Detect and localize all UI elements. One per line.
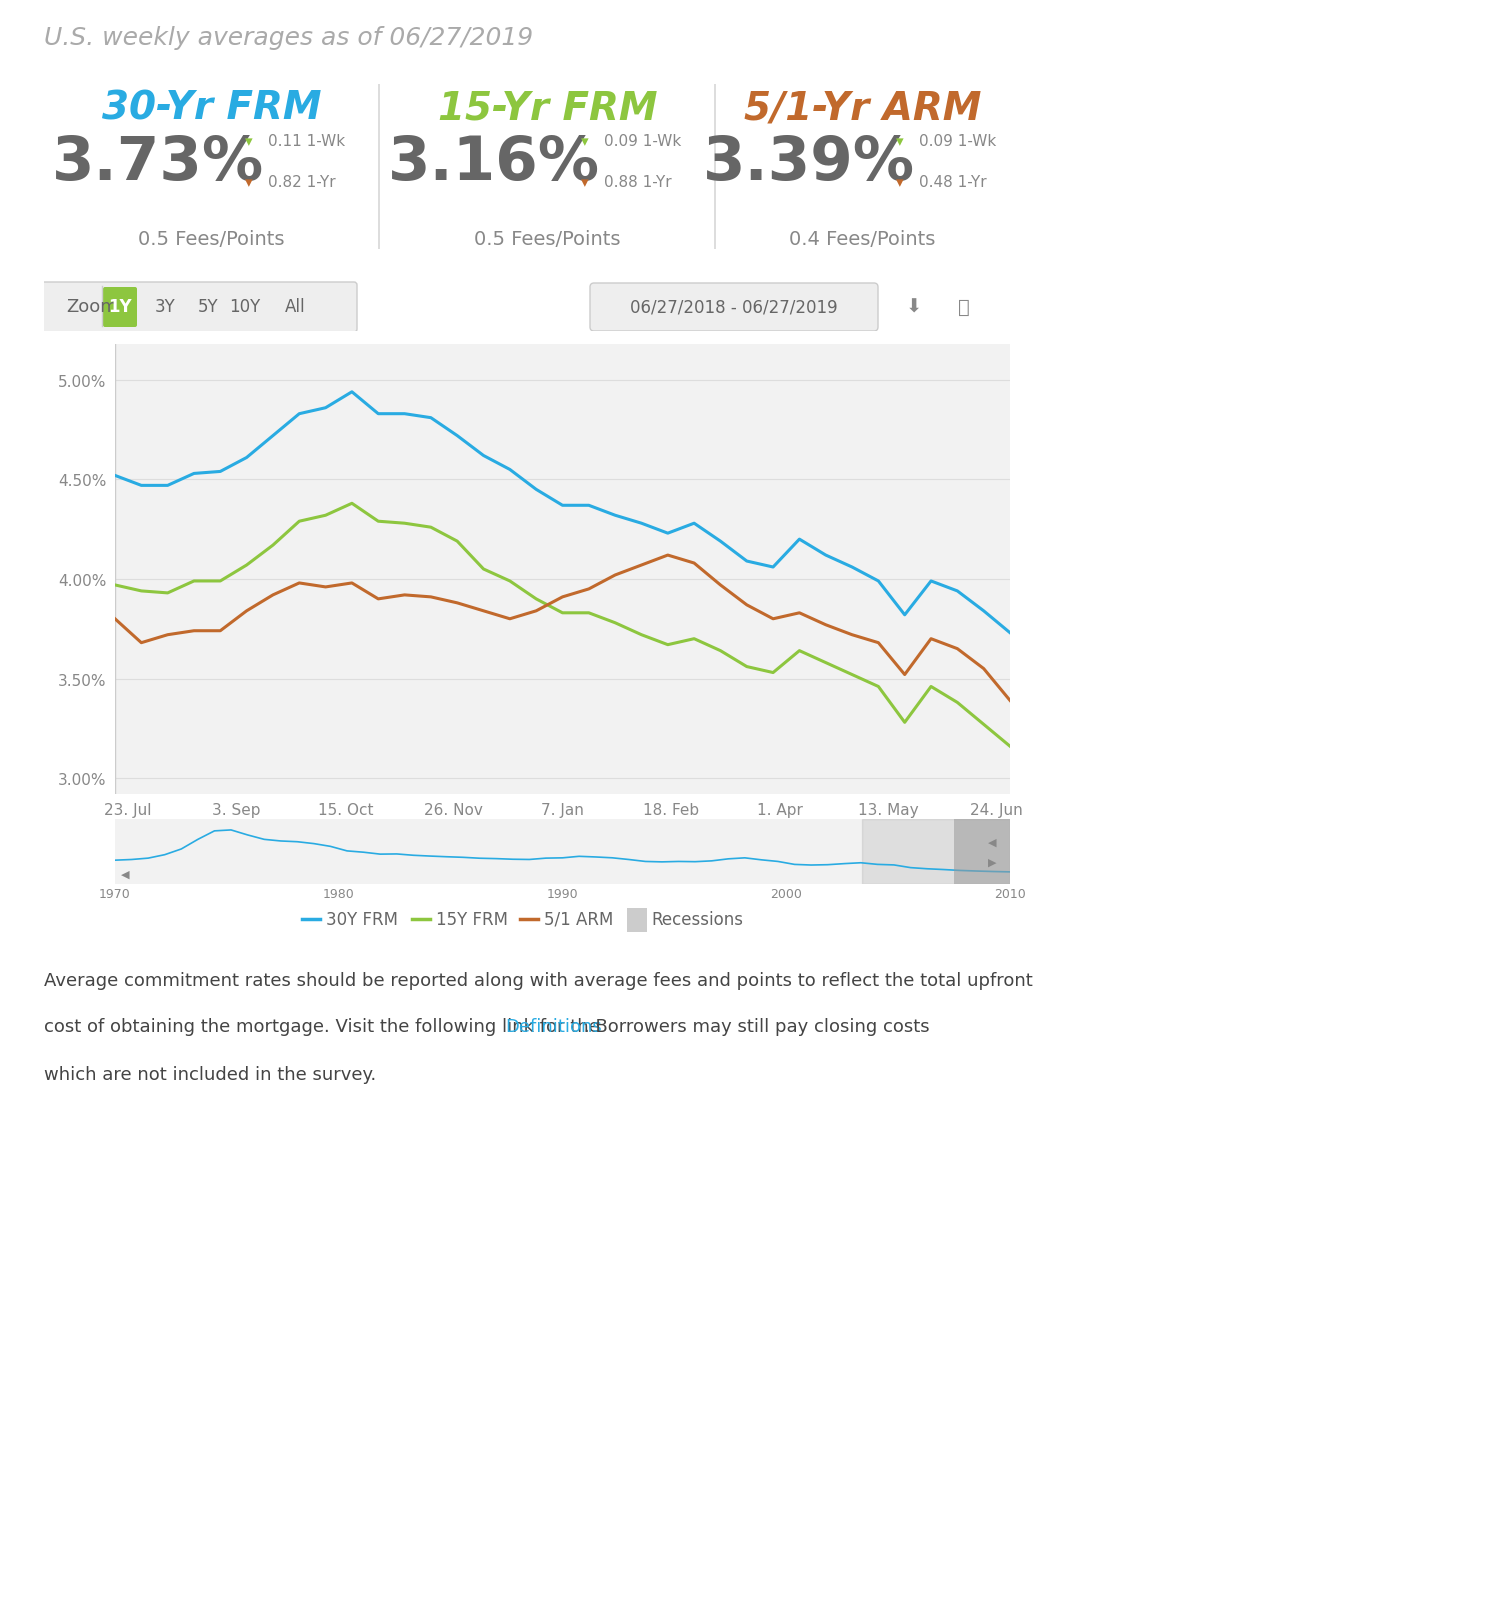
Text: U.S. weekly averages as of 06/27/2019: U.S. weekly averages as of 06/27/2019 [44, 26, 533, 50]
Text: All: All [285, 297, 305, 317]
Text: 0.09 1-Wk: 0.09 1-Wk [604, 133, 681, 149]
Text: 06/27/2018 - 06/27/2019: 06/27/2018 - 06/27/2019 [630, 297, 838, 317]
Text: . Borrowers may still pay closing costs: . Borrowers may still pay closing costs [583, 1017, 929, 1035]
Text: 0.82 1-Yr: 0.82 1-Yr [269, 175, 337, 190]
Text: Average commitment rates should be reported along with average fees and points t: Average commitment rates should be repor… [44, 971, 1033, 990]
Text: 0.09 1-Wk: 0.09 1-Wk [920, 133, 997, 149]
Text: Recessions: Recessions [651, 911, 743, 929]
Bar [954, 820, 1018, 884]
Text: ⬇: ⬇ [906, 297, 923, 317]
Text: 3.73%: 3.73% [51, 135, 264, 193]
Text: 15Y FRM: 15Y FRM [436, 911, 507, 929]
Text: 3.16%: 3.16% [388, 135, 599, 193]
Text: ▾: ▾ [245, 133, 252, 149]
Text: 5Y: 5Y [198, 297, 219, 317]
Text: 5/1 ARM: 5/1 ARM [544, 911, 613, 929]
Text: 5/1-Yr ARM: 5/1-Yr ARM [744, 90, 982, 127]
Text: 3Y: 3Y [154, 297, 175, 317]
Text: 🖨: 🖨 [959, 297, 969, 317]
Text: 30Y FRM: 30Y FRM [326, 911, 399, 929]
Text: 0.5 Fees/Points: 0.5 Fees/Points [139, 230, 285, 249]
Text: 0.11 1-Wk: 0.11 1-Wk [269, 133, 346, 149]
Text: which are not included in the survey.: which are not included in the survey. [44, 1065, 376, 1083]
Text: cost of obtaining the mortgage. Visit the following link for the: cost of obtaining the mortgage. Visit th… [44, 1017, 606, 1035]
Text: 30-Yr FRM: 30-Yr FRM [101, 90, 322, 127]
Text: 0.4 Fees/Points: 0.4 Fees/Points [790, 230, 936, 249]
Text: ▾: ▾ [895, 133, 903, 149]
Text: ▾: ▾ [245, 175, 252, 190]
Text: ◀: ◀ [121, 869, 130, 879]
Text: Definitions: Definitions [506, 1017, 602, 1035]
Text: 3.39%: 3.39% [702, 135, 915, 193]
Text: 15-Yr FRM: 15-Yr FRM [438, 90, 657, 127]
FancyBboxPatch shape [590, 284, 877, 331]
Text: Zoom: Zoom [66, 297, 118, 317]
Bar [862, 820, 1010, 884]
Text: ▾: ▾ [895, 175, 903, 190]
Text: ▶: ▶ [988, 857, 997, 866]
Text: ▾: ▾ [581, 175, 589, 190]
FancyBboxPatch shape [41, 283, 356, 333]
Text: ▾: ▾ [581, 133, 589, 149]
Bar [627, 908, 646, 932]
Text: 10Y: 10Y [230, 297, 261, 317]
Text: 1Y: 1Y [109, 297, 131, 317]
Text: 0.48 1-Yr: 0.48 1-Yr [920, 175, 988, 190]
Text: ◀: ◀ [988, 837, 997, 847]
Text: 0.88 1-Yr: 0.88 1-Yr [604, 175, 672, 190]
FancyBboxPatch shape [103, 288, 137, 328]
Text: 0.5 Fees/Points: 0.5 Fees/Points [474, 230, 621, 249]
